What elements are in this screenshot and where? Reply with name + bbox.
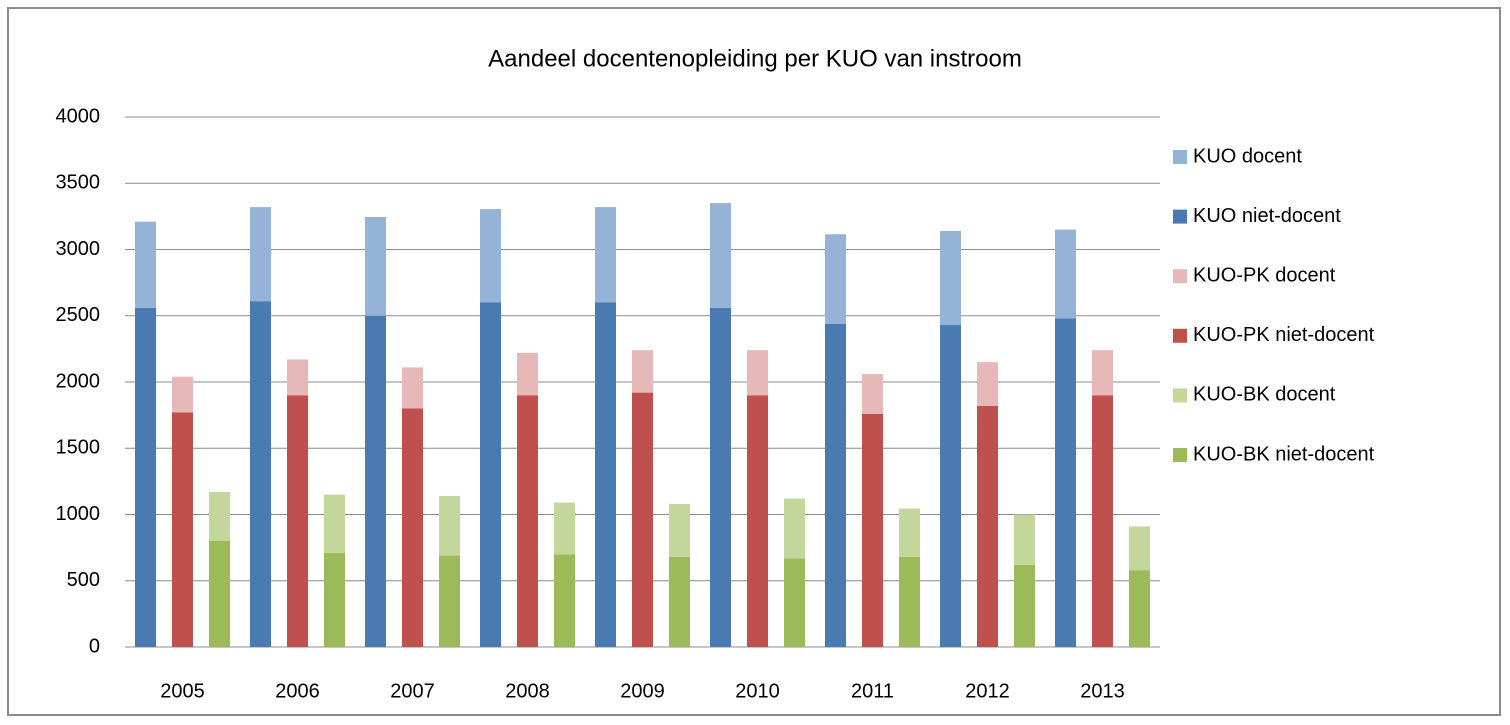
legend-swatch bbox=[1173, 328, 1187, 343]
bar-segment bbox=[632, 392, 653, 647]
bar-segment bbox=[480, 302, 501, 647]
legend-label: KUO-BK niet-docent bbox=[1193, 443, 1375, 465]
bar-segment bbox=[1129, 526, 1150, 571]
legend-label: KUO-PK niet-docent bbox=[1193, 324, 1375, 346]
bar-segment bbox=[439, 555, 460, 647]
bar-segment bbox=[554, 554, 575, 647]
y-tick-label: 500 bbox=[67, 569, 100, 591]
bar-segment bbox=[209, 491, 230, 541]
bar-segment bbox=[365, 217, 386, 316]
bar-segment bbox=[365, 315, 386, 647]
bar-segment bbox=[710, 203, 731, 308]
bar-segment bbox=[554, 502, 575, 555]
bar-segment bbox=[632, 350, 653, 393]
bar-segment bbox=[825, 234, 846, 324]
y-tick-label: 3500 bbox=[56, 172, 101, 194]
x-tick-label: 2007 bbox=[390, 680, 435, 702]
bar-segment bbox=[172, 376, 193, 413]
bar-segment bbox=[747, 350, 768, 396]
bar-segment bbox=[402, 367, 423, 409]
bar-segment bbox=[324, 494, 345, 553]
x-tick-label: 2012 bbox=[965, 680, 1010, 702]
bar-segment bbox=[899, 556, 920, 647]
bar-segment bbox=[172, 412, 193, 647]
bar-segment bbox=[287, 359, 308, 396]
y-tick-label: 0 bbox=[89, 635, 100, 657]
y-tick-label: 2500 bbox=[56, 304, 101, 326]
x-tick-label: 2009 bbox=[620, 680, 665, 702]
bar-segment bbox=[324, 552, 345, 647]
bar-segment bbox=[439, 495, 460, 556]
bar-segment bbox=[287, 395, 308, 647]
x-tick-label: 2008 bbox=[505, 680, 550, 702]
bar-segment bbox=[595, 302, 616, 647]
bar-segment bbox=[747, 395, 768, 647]
bar-segment bbox=[209, 541, 230, 647]
bar-segment bbox=[940, 230, 961, 326]
y-tick-label: 1500 bbox=[56, 437, 101, 459]
bar-segment bbox=[1014, 514, 1035, 565]
bar-segment bbox=[1129, 570, 1150, 647]
bar-segment bbox=[862, 374, 883, 414]
x-tick-label: 2011 bbox=[851, 680, 894, 702]
y-tick-label: 3000 bbox=[56, 238, 101, 260]
bar-segment bbox=[595, 207, 616, 303]
bar-segment bbox=[977, 362, 998, 406]
chart-title: Aandeel docentenopleiding per KUO van in… bbox=[488, 45, 1022, 72]
legend-swatch bbox=[1173, 150, 1187, 164]
bar-segment bbox=[669, 503, 690, 557]
bar-segment bbox=[480, 209, 501, 303]
legend-label: KUO-PK docent bbox=[1193, 264, 1336, 286]
bar-segment bbox=[1055, 318, 1076, 647]
bar-segment bbox=[862, 413, 883, 647]
x-tick-label: 2010 bbox=[735, 680, 780, 702]
bar-segment bbox=[517, 352, 538, 396]
bar-segment bbox=[669, 556, 690, 647]
bar-segment bbox=[135, 307, 156, 647]
bar-segment bbox=[402, 408, 423, 647]
legend-label: KUO-BK docent bbox=[1193, 384, 1336, 406]
bar-segment bbox=[517, 395, 538, 647]
legend-swatch bbox=[1173, 388, 1187, 403]
y-tick-label: 4000 bbox=[56, 105, 101, 127]
legend-swatch bbox=[1173, 448, 1187, 462]
bar-segment bbox=[940, 325, 961, 647]
bar-segment bbox=[899, 508, 920, 557]
bar-segment bbox=[1055, 229, 1076, 319]
bar-segment bbox=[825, 323, 846, 647]
bar-segment bbox=[135, 221, 156, 308]
y-tick-label: 1000 bbox=[56, 503, 101, 525]
legend-swatch bbox=[1173, 209, 1187, 224]
x-tick-label: 2006 bbox=[275, 680, 320, 702]
bar-segment bbox=[1014, 564, 1035, 647]
legend-swatch bbox=[1173, 269, 1187, 284]
bar-segment bbox=[250, 207, 271, 302]
bar-segment bbox=[710, 307, 731, 647]
x-tick-label: 2013 bbox=[1080, 680, 1125, 702]
x-tick-label: 2005 bbox=[160, 680, 205, 702]
bar-segment bbox=[250, 301, 271, 647]
legend-label: KUO niet-docent bbox=[1193, 205, 1341, 227]
bar-segment bbox=[784, 498, 805, 559]
legend-label: KUO docent bbox=[1193, 145, 1302, 167]
bar-segment bbox=[1092, 350, 1113, 396]
bar-segment bbox=[977, 405, 998, 647]
y-tick-label: 2000 bbox=[56, 370, 101, 392]
bar-segment bbox=[1092, 395, 1113, 647]
bar-segment bbox=[784, 558, 805, 647]
